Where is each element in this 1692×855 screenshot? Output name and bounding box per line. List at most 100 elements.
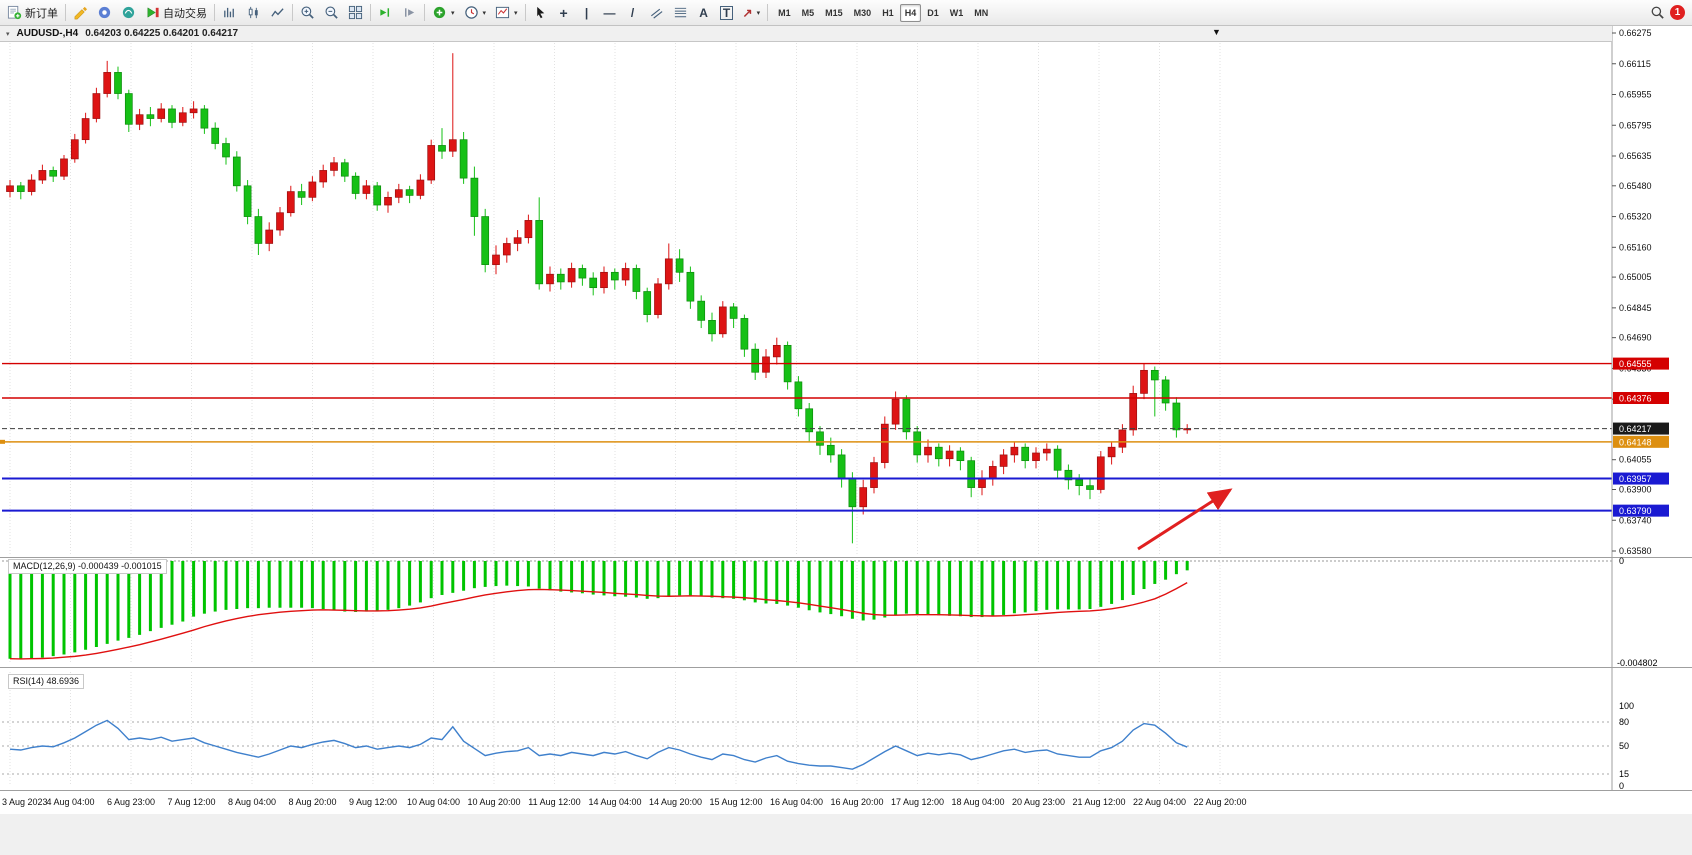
label-button[interactable]: T: [716, 2, 738, 24]
svg-text:8 Aug 20:00: 8 Aug 20:00: [288, 797, 336, 807]
macd-label: MACD(12,26,9) -0.000439 -0.001015: [8, 559, 167, 574]
svg-text:10 Aug 20:00: 10 Aug 20:00: [467, 797, 520, 807]
svg-text:0.63580: 0.63580: [1619, 546, 1652, 556]
cursor-button[interactable]: [529, 2, 552, 24]
chevron-down-icon: ▾: [451, 9, 455, 17]
svg-text:0.64845: 0.64845: [1619, 303, 1652, 313]
notification-badge[interactable]: 1: [1670, 5, 1685, 20]
svg-text:50: 50: [1619, 741, 1629, 751]
trendline-button[interactable]: /: [622, 2, 644, 24]
metaeditor-icon: [74, 6, 88, 20]
candlestick-chart-icon: [248, 6, 258, 19]
svg-text:10 Aug 04:00: 10 Aug 04:00: [407, 797, 460, 807]
timeframe-h1-button[interactable]: H1: [877, 4, 899, 22]
svg-text:4 Aug 04:00: 4 Aug 04:00: [46, 797, 94, 807]
svg-text:14 Aug 04:00: 14 Aug 04:00: [588, 797, 641, 807]
svg-text:0.65160: 0.65160: [1619, 242, 1652, 252]
svg-text:0.63957: 0.63957: [1619, 474, 1652, 484]
bar-chart-button[interactable]: [218, 2, 241, 24]
crosshair-icon: +: [559, 4, 568, 21]
svg-text:7 Aug 12:00: 7 Aug 12:00: [167, 797, 215, 807]
tile-windows-button[interactable]: [344, 2, 367, 24]
svg-text:8 Aug 04:00: 8 Aug 04:00: [228, 797, 276, 807]
svg-text:0.64555: 0.64555: [1619, 359, 1652, 369]
fibonacci-button[interactable]: [669, 2, 692, 24]
periods-button[interactable]: ▾: [460, 2, 491, 24]
bar-chart-icon: [224, 7, 234, 18]
zoom-in-icon: [301, 6, 314, 19]
svg-text:0.65795: 0.65795: [1619, 120, 1652, 130]
horizontal-line-icon: —: [603, 5, 616, 20]
market-button[interactable]: [117, 2, 140, 24]
horizontal-line-button[interactable]: —: [599, 2, 621, 24]
toolbar-separator: [292, 4, 293, 21]
chevron-down-icon: ▾: [514, 9, 518, 17]
toolbar-separator: [370, 4, 371, 21]
zoom-out-button[interactable]: [320, 2, 343, 24]
chart-shift-icon: [405, 8, 415, 17]
svg-text:6 Aug 23:00: 6 Aug 23:00: [107, 797, 155, 807]
community-icon: [98, 6, 111, 19]
new-order-button[interactable]: 新订单: [3, 2, 62, 24]
timeframe-m5-button[interactable]: M5: [797, 4, 820, 22]
rsi-name: RSI(14): [13, 676, 45, 686]
metaeditor-button[interactable]: [69, 2, 92, 24]
svg-text:0.66115: 0.66115: [1619, 59, 1651, 69]
main-toolbar: 新订单 自动交易 ▾ ▾ ▾ + | — / A T ↗ ▾ M1 M5 M15 M30…: [0, 0, 1692, 26]
text-icon: A: [699, 5, 708, 20]
timeframe-m1-button[interactable]: M1: [773, 4, 796, 22]
timeframe-mn-button[interactable]: MN: [969, 4, 993, 22]
svg-text:0.64217: 0.64217: [1619, 424, 1652, 434]
chevron-down-icon: ▾: [756, 9, 761, 17]
autotrading-label: 自动交易: [163, 7, 207, 20]
timeframe-m15-button[interactable]: M15: [820, 4, 848, 22]
chart-shift-button[interactable]: [398, 2, 421, 24]
channel-button[interactable]: [645, 2, 668, 24]
svg-text:0: 0: [1619, 556, 1624, 566]
chart-shift-marker[interactable]: ▼: [1212, 27, 1221, 37]
svg-text:0.64376: 0.64376: [1619, 394, 1652, 404]
text-button[interactable]: A: [693, 2, 715, 24]
zoom-in-button[interactable]: [296, 2, 319, 24]
templates-button[interactable]: ▾: [491, 2, 522, 24]
svg-text:9 Aug 12:00: 9 Aug 12:00: [349, 797, 397, 807]
svg-text:3 Aug 2023: 3 Aug 2023: [2, 797, 48, 807]
arrows-button[interactable]: ↗ ▾: [739, 2, 765, 24]
zoom-out-icon: [325, 6, 338, 19]
macd-values: -0.000439 -0.001015: [78, 561, 162, 571]
svg-text:14 Aug 20:00: 14 Aug 20:00: [649, 797, 702, 807]
vertical-line-icon: |: [584, 5, 589, 20]
svg-text:0.64055: 0.64055: [1619, 455, 1652, 465]
timeframe-h4-button[interactable]: H4: [899, 3, 922, 22]
search-button[interactable]: [1646, 2, 1669, 24]
toolbar-separator: [424, 4, 425, 21]
svg-text:15: 15: [1619, 769, 1629, 779]
text-label-icon: T: [719, 5, 734, 20]
svg-text:16 Aug 04:00: 16 Aug 04:00: [770, 797, 823, 807]
vertical-line-button[interactable]: |: [576, 2, 598, 24]
svg-text:100: 100: [1619, 701, 1634, 711]
svg-text:0.63740: 0.63740: [1619, 515, 1652, 525]
timeframe-m30-button[interactable]: M30: [849, 4, 877, 22]
svg-text:0.65955: 0.65955: [1619, 90, 1652, 100]
indicators-button[interactable]: ▾: [428, 2, 459, 24]
auto-scroll-button[interactable]: [374, 2, 397, 24]
svg-text:17 Aug 12:00: 17 Aug 12:00: [891, 797, 944, 807]
autotrading-button[interactable]: 自动交易: [141, 2, 211, 24]
timeframe-d1-button[interactable]: D1: [922, 4, 944, 22]
svg-text:0.65635: 0.65635: [1619, 151, 1652, 161]
line-chart-button[interactable]: [266, 2, 289, 24]
svg-text:0.65320: 0.65320: [1619, 212, 1652, 222]
community-button[interactable]: [93, 2, 116, 24]
svg-text:0.64148: 0.64148: [1619, 437, 1652, 447]
chevron-down-icon: ▾: [482, 9, 487, 17]
market-icon: [122, 6, 135, 19]
cursor-icon: [536, 6, 544, 19]
auto-scroll-icon: [380, 8, 390, 17]
crosshair-button[interactable]: +: [553, 2, 575, 24]
candlestick-chart-button[interactable]: [242, 2, 265, 24]
svg-text:0.65005: 0.65005: [1619, 272, 1652, 282]
timeframe-w1-button[interactable]: W1: [945, 4, 969, 22]
chart-titlebar[interactable]: ▾ AUDUSD-,H4 0.64203 0.64225 0.64201 0.6…: [0, 26, 1612, 42]
